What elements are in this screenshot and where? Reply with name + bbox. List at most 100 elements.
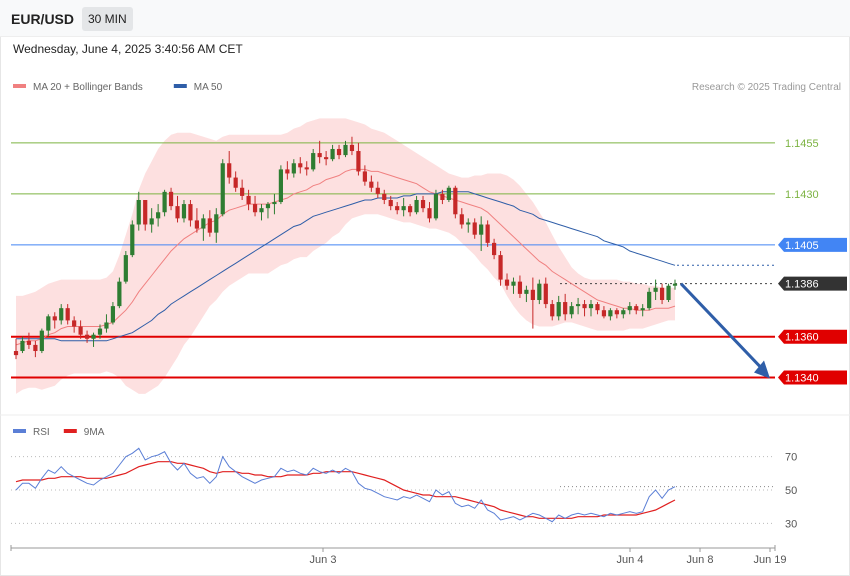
candle-body xyxy=(408,206,413,213)
ma20-line xyxy=(15,168,676,346)
x-tick-label-2: Jun 8 xyxy=(687,554,714,566)
candle-body xyxy=(194,220,200,229)
x-tick-label-0: Jun 3 xyxy=(310,554,337,566)
candle-body xyxy=(595,304,600,311)
candle-body xyxy=(582,304,587,309)
candle-body xyxy=(291,163,296,174)
candle-body xyxy=(298,163,303,168)
candle-body xyxy=(317,153,322,158)
candle-body xyxy=(530,289,535,300)
bollinger-band-fill xyxy=(16,118,675,394)
rsi-level-label-70: 70 xyxy=(785,452,797,464)
candle-body xyxy=(84,334,90,339)
candle-body xyxy=(543,283,548,305)
legend-swatch-1 xyxy=(173,84,187,88)
candle-body xyxy=(149,218,154,225)
candle-body xyxy=(278,169,283,203)
candle-body xyxy=(666,285,671,300)
candle-body xyxy=(498,255,503,280)
legend-label-1: MA 50 xyxy=(194,82,223,93)
candle-body xyxy=(246,195,251,205)
x-tick-label-1: Jun 4 xyxy=(617,554,644,566)
candle-body xyxy=(136,200,141,225)
candle-body xyxy=(375,187,380,194)
candle-body xyxy=(330,148,335,160)
candle-body xyxy=(252,204,258,213)
legend-label-0: MA 20 + Bollinger Bands xyxy=(33,82,143,93)
level-tag-1.1405 xyxy=(778,237,847,252)
candle-body xyxy=(78,326,83,335)
candle-body xyxy=(420,200,426,209)
candle-body xyxy=(659,287,665,300)
candle-body xyxy=(453,187,458,215)
candle-body xyxy=(117,281,122,307)
candle-body xyxy=(175,206,180,219)
candle-body xyxy=(537,283,542,300)
candle-body xyxy=(563,302,568,315)
symbol-title: EUR/USD xyxy=(11,11,75,27)
candle-body xyxy=(459,214,464,225)
candle-body xyxy=(382,193,387,200)
candle-body xyxy=(588,304,594,309)
candle-body xyxy=(608,310,613,317)
forecast-arrow-shaft xyxy=(679,282,762,368)
candle-body xyxy=(110,306,116,323)
candle-body xyxy=(52,316,57,321)
level-label-1.1430: 1.1430 xyxy=(785,189,819,201)
candle-body xyxy=(285,169,290,174)
candle-body xyxy=(207,218,212,233)
candle-body xyxy=(672,283,678,286)
candle-body xyxy=(621,310,626,315)
candle-body xyxy=(65,308,70,321)
candle-body xyxy=(575,304,581,307)
chart-datetime: Wednesday, June 4, 2025 3:40:56 AM CET xyxy=(13,42,243,56)
level-tag-1.1360 xyxy=(778,329,847,344)
candle-body xyxy=(104,322,109,329)
candle-body xyxy=(388,200,393,207)
candle-body xyxy=(181,204,187,219)
candle-body xyxy=(97,328,103,335)
candle-body xyxy=(634,306,639,311)
candle-body xyxy=(46,316,51,331)
candle-body xyxy=(653,287,658,292)
level-tag-1.1340 xyxy=(778,370,847,385)
candle-body xyxy=(227,163,232,178)
candle-body xyxy=(33,344,38,352)
candle-body xyxy=(491,242,497,256)
candle-body xyxy=(156,212,161,219)
candle-body xyxy=(517,281,523,294)
rsi-line xyxy=(15,447,676,523)
candle-body xyxy=(168,191,174,207)
level-label-1.1455: 1.1455 xyxy=(785,138,819,150)
timeframe-badge[interactable]: 30 MIN xyxy=(82,7,133,31)
candle-body xyxy=(201,218,206,229)
level-tag-1.1386 xyxy=(778,276,847,291)
legend-swatch-0 xyxy=(13,84,26,88)
candle-body xyxy=(91,334,96,339)
copyright-text: Research © 2025 Trading Central xyxy=(692,82,841,93)
candle-body xyxy=(433,193,439,219)
candle-body xyxy=(440,193,445,200)
rsi-legend-swatch-0 xyxy=(13,429,26,433)
candle-body xyxy=(188,204,193,221)
rsi-level-label-30: 30 xyxy=(785,518,797,530)
candle-body xyxy=(336,148,342,156)
level-label-1.1340: 1.1340 xyxy=(785,373,819,385)
candle-body xyxy=(233,177,238,188)
chart-header: EUR/USD 30 MIN xyxy=(0,0,850,37)
candle-body xyxy=(162,191,167,213)
candle-body xyxy=(304,167,309,170)
candle-body xyxy=(395,206,400,211)
candle-body xyxy=(26,340,32,345)
candle-body xyxy=(569,306,574,315)
level-label-1.1360: 1.1360 xyxy=(785,332,819,344)
candle-body xyxy=(272,202,277,205)
candle-body xyxy=(349,144,355,152)
candle-body xyxy=(601,310,607,317)
candle-body xyxy=(59,308,64,321)
candle-body xyxy=(343,144,348,156)
candle-body xyxy=(627,306,632,311)
candle-body xyxy=(647,291,652,309)
candle-body xyxy=(130,224,135,256)
